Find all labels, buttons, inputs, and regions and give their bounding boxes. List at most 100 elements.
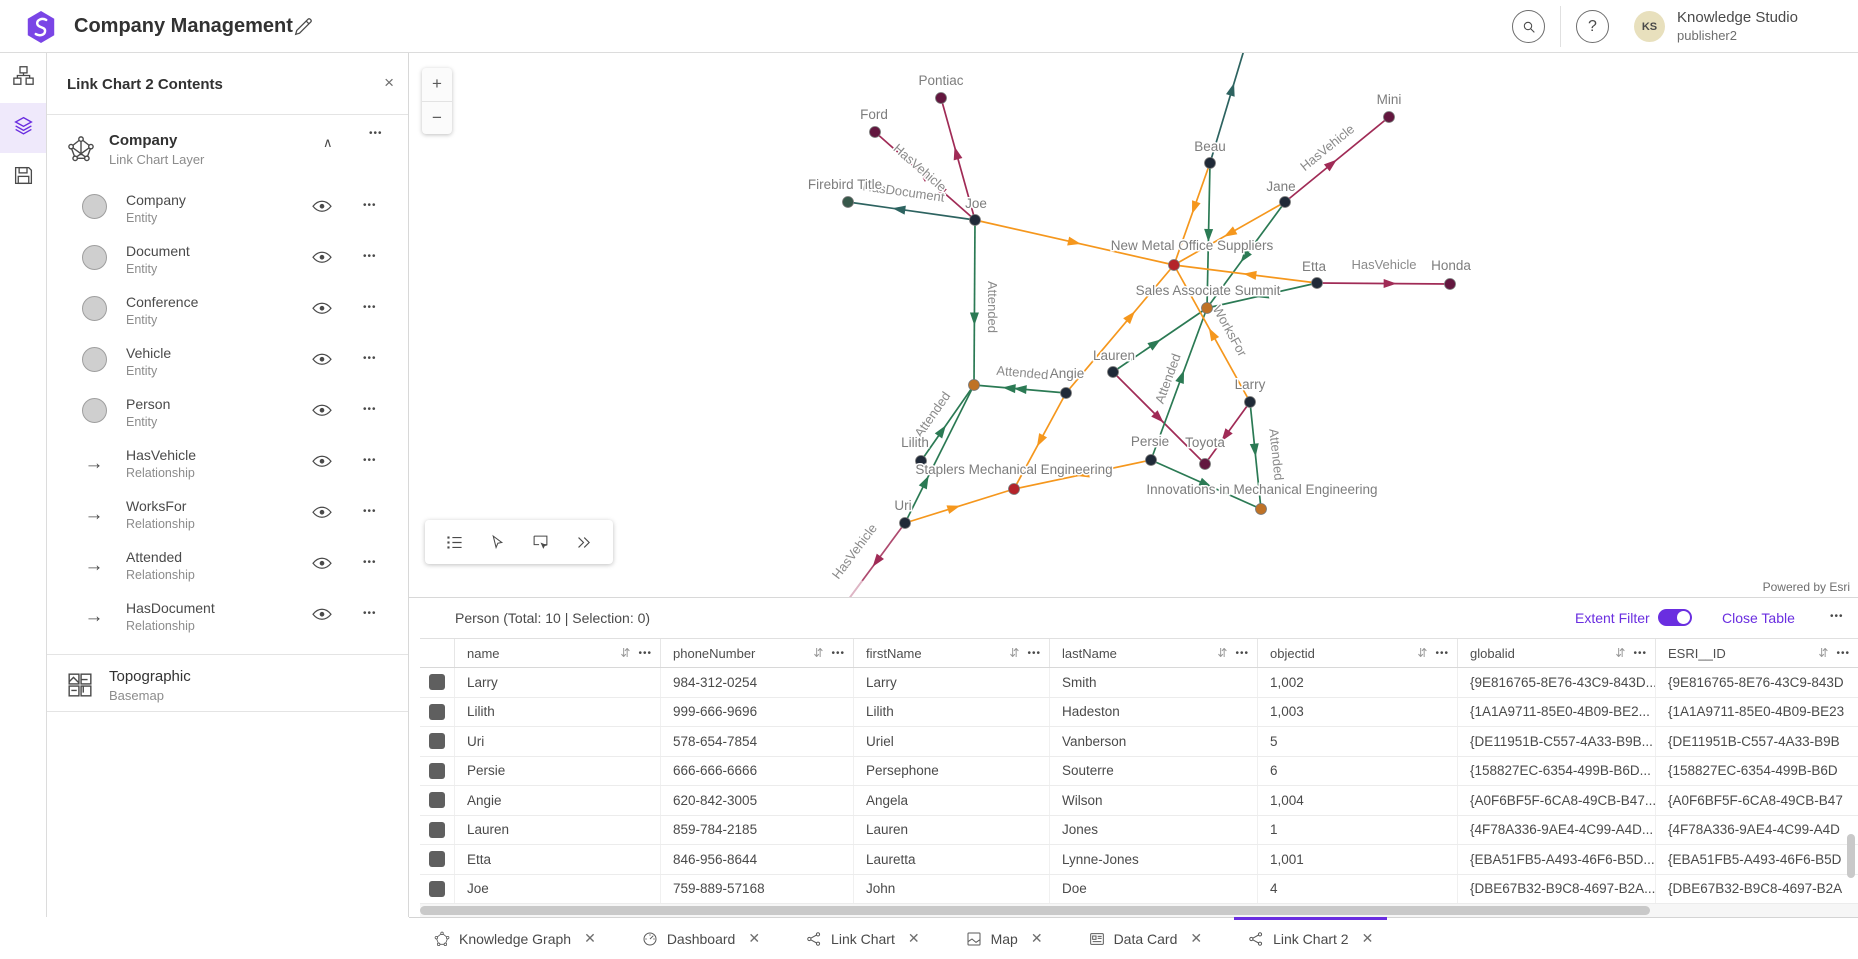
node-person-larry[interactable] (1244, 396, 1256, 408)
node-company-new-metal-office-suppliers[interactable] (1168, 259, 1180, 271)
row-checkbox[interactable] (429, 792, 445, 809)
item-options-icon[interactable]: ••• (363, 200, 377, 211)
edge-attended[interactable] (904, 384, 975, 524)
column-header-globalid[interactable]: globalid ⇵ ••• (1458, 639, 1656, 667)
table-row[interactable]: Joe 759-889-57168 John Doe 4 {DBE67B32-B9C8-4… (420, 874, 1858, 904)
table-row[interactable]: Larry 984-312-0254 Larry Smith 1,002 {9E81676… (420, 668, 1858, 698)
tab-link-chart-2[interactable]: Link Chart 2 ✕ (1234, 917, 1388, 959)
column-header-lastName[interactable]: lastName ⇵ ••• (1050, 639, 1258, 667)
item-options-icon[interactable]: ••• (363, 353, 377, 364)
link-chart-graph[interactable]: HasVehicle HasVehicleHasVehicleHasVehicle… (409, 53, 1858, 597)
table-row[interactable]: Persie 666-666-6666 Persephone Souterre 6 {15… (420, 756, 1858, 786)
search-icon[interactable] (1512, 10, 1545, 43)
sort-icon[interactable]: ⇵ (1615, 646, 1626, 660)
table-row[interactable]: Etta 846-956-8644 Lauretta Lynne-Jones 1,001… (420, 845, 1858, 875)
edge-attended[interactable] (1150, 307, 1208, 461)
layer-item-document[interactable]: Document Entity ••• (47, 234, 408, 285)
row-checkbox[interactable] (429, 674, 445, 691)
extent-filter-toggle[interactable]: Extent Filter (1575, 609, 1692, 626)
node-person-lilith[interactable] (915, 455, 927, 467)
column-options-icon[interactable]: ••• (1235, 647, 1249, 659)
column-header-ESRI__ID[interactable]: ESRI__ID ⇵ ••• (1668, 645, 1850, 661)
tab-close-icon[interactable]: ✕ (584, 930, 596, 946)
item-options-icon[interactable]: ••• (363, 506, 377, 517)
column-options-icon[interactable]: ••• (831, 647, 845, 659)
knowledge-studio-logo-icon[interactable] (24, 10, 58, 44)
link-chart-canvas[interactable]: HasVehicle HasVehicle HasVehicle HasVehicle… (409, 53, 1858, 597)
edge-hasdocument[interactable] (847, 201, 976, 221)
visibility-eye-icon[interactable] (312, 301, 332, 315)
item-options-icon[interactable]: ••• (363, 302, 377, 313)
help-icon[interactable]: ? (1576, 10, 1609, 43)
item-options-icon[interactable]: ••• (363, 455, 377, 466)
avatar[interactable]: KS (1634, 11, 1665, 42)
zoom-in-button[interactable]: + (422, 68, 452, 102)
visibility-eye-icon[interactable] (312, 352, 332, 366)
column-header-name[interactable]: name ⇵ ••• (455, 639, 661, 667)
table-row[interactable]: Angie 620-842-3005 Angela Wilson 1,004 {A0F6B… (420, 786, 1858, 816)
layer-item-hasvehicle[interactable]: → HasVehicle Relationship ••• (47, 438, 408, 489)
tab-data-card[interactable]: Data Card ✕ (1075, 918, 1217, 959)
tab-close-icon[interactable]: ✕ (748, 930, 761, 946)
visibility-eye-icon[interactable] (312, 403, 332, 417)
node-person-joe[interactable] (969, 214, 981, 226)
node-vehicle-ford[interactable] (869, 126, 881, 138)
table-options-icon[interactable]: ••• (1830, 611, 1844, 622)
sort-icon[interactable]: ⇵ (1417, 646, 1428, 660)
visibility-eye-icon[interactable] (312, 454, 332, 468)
tab-link-chart[interactable]: Link Chart ✕ (792, 918, 934, 959)
column-header-phoneNumber[interactable]: phoneNumber ⇵ ••• (661, 639, 854, 667)
edge-worksfor[interactable] (1065, 264, 1175, 394)
visibility-eye-icon[interactable] (312, 505, 332, 519)
layer-item-attended[interactable]: → Attended Relationship ••• (47, 540, 408, 591)
table-row[interactable]: Lilith 999-666-9696 Lilith Hadeston 1,003 {1A… (420, 697, 1858, 727)
layer-item-person[interactable]: Person Entity ••• (47, 387, 408, 438)
tab-map[interactable]: Map ✕ (952, 918, 1057, 959)
sort-icon[interactable]: ⇵ (813, 646, 824, 660)
tab-close-icon[interactable]: ✕ (907, 930, 920, 946)
rail-item-data-model[interactable] (0, 53, 46, 103)
column-options-icon[interactable]: ••• (638, 647, 652, 659)
zoom-out-button[interactable]: − (432, 107, 442, 127)
node-person-persie[interactable] (1145, 454, 1157, 466)
column-header-objectid[interactable]: objectid ⇵ ••• (1258, 639, 1458, 667)
edge-attended[interactable] (920, 384, 975, 462)
close-icon[interactable]: × (384, 73, 394, 92)
column-options-icon[interactable]: ••• (1435, 647, 1449, 659)
node-person-beau[interactable] (1204, 157, 1216, 169)
node-company-staplers-mechanical-engineering[interactable] (1008, 483, 1020, 495)
more-tools-icon[interactable] (571, 529, 597, 555)
node-person-jane[interactable] (1279, 196, 1291, 208)
edge-hasvehicle[interactable] (1284, 116, 1390, 203)
edge-hasdocument[interactable] (1209, 53, 1247, 164)
node-person-angie[interactable] (1060, 387, 1072, 399)
sort-icon[interactable]: ⇵ (1217, 646, 1228, 660)
node-conference-innovations-in-mechanical-engineering[interactable] (1255, 503, 1267, 515)
link-chart-layer-row[interactable]: Company Link Chart Layer ∧ ••• (47, 115, 408, 183)
row-checkbox[interactable] (429, 880, 445, 897)
rail-item-save[interactable] (0, 153, 46, 203)
column-options-icon[interactable]: ••• (1836, 647, 1850, 659)
v-scrollbar-thumb[interactable] (1847, 834, 1855, 878)
basemap-row[interactable]: Topographic Basemap (47, 654, 408, 712)
layer-options-icon[interactable]: ••• (369, 128, 383, 139)
tab-dashboard[interactable]: Dashboard ✕ (628, 918, 774, 959)
legend-list-icon[interactable] (442, 529, 468, 555)
item-options-icon[interactable]: ••• (363, 404, 377, 415)
edge-attended[interactable] (973, 219, 976, 386)
node-vehicle-toyota[interactable] (1199, 458, 1211, 470)
row-checkbox[interactable] (429, 821, 445, 838)
layer-item-conference[interactable]: Conference Entity ••• (47, 285, 408, 336)
node-vehicle-mini[interactable] (1383, 111, 1395, 123)
column-header-firstName[interactable]: firstName ⇵ ••• (854, 639, 1050, 667)
item-options-icon[interactable]: ••• (363, 557, 377, 568)
rail-item-contents[interactable] (0, 103, 46, 153)
node-document-firebird-title[interactable] (842, 196, 854, 208)
horizontal-scrollbar[interactable] (420, 904, 1858, 917)
visibility-eye-icon[interactable] (312, 556, 332, 570)
sort-icon[interactable]: ⇵ (620, 646, 631, 660)
collapse-caret-icon[interactable]: ∧ (323, 135, 333, 150)
node-person-uri[interactable] (899, 517, 911, 529)
layer-item-worksfor[interactable]: → WorksFor Relationship ••• (47, 489, 408, 540)
column-options-icon[interactable]: ••• (1633, 647, 1647, 659)
